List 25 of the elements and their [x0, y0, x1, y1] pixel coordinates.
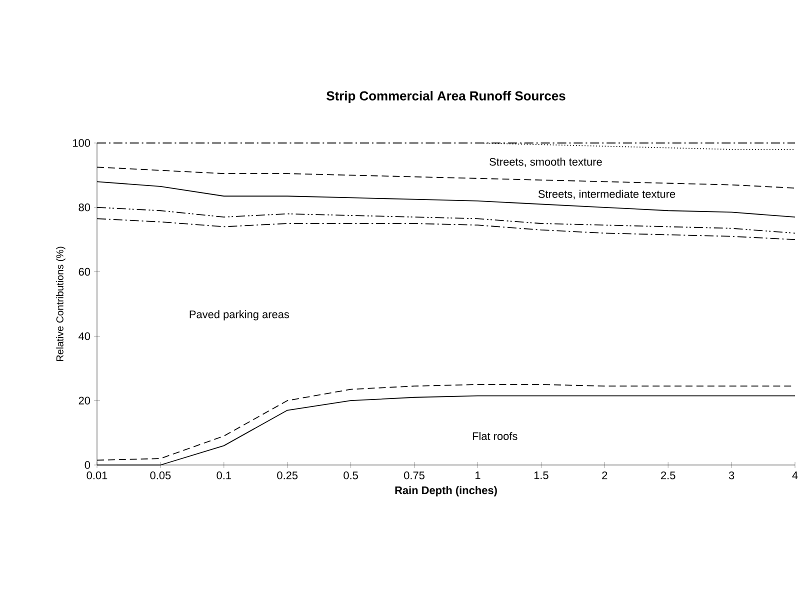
y-tick-label: 60 — [78, 268, 90, 276]
x-tick-label: 4 — [792, 472, 798, 480]
x-tick-label: 1 — [476, 472, 480, 480]
y-tick-label: 0 — [84, 461, 90, 469]
x-tick-label: 2.5 — [661, 472, 676, 480]
annotation: Paved parking areas — [190, 310, 290, 320]
x-tick-label: 0.1 — [216, 472, 231, 480]
y-tick-label: 20 — [78, 396, 90, 404]
y-tick-label: 100 — [73, 139, 90, 147]
x-tick-label: 2 — [602, 472, 608, 480]
x-tick-label: 0.25 — [277, 472, 298, 480]
x-tick-label: 0.05 — [150, 472, 171, 480]
chart-title: Strip Commercial Area Runoff Sources — [326, 90, 566, 104]
annotation: Streets, smooth texture — [490, 158, 602, 167]
y-tick-label: 40 — [78, 332, 90, 340]
x-tick-label: 0.01 — [86, 472, 108, 480]
x-tick-label: 0.5 — [344, 472, 358, 480]
annotation: Streets, intermediate texture — [538, 190, 676, 200]
y-tick-label: 80 — [78, 204, 90, 212]
annotation: Flat roofs — [472, 432, 518, 440]
x-axis-title: Rain Depth (inches) — [395, 486, 497, 496]
y-axis-title: Relative Contributions (%) — [56, 246, 66, 362]
x-tick-label: 0.75 — [404, 472, 424, 480]
x-tick-label: 1.5 — [534, 472, 548, 480]
x-tick-label: 3 — [728, 472, 734, 480]
